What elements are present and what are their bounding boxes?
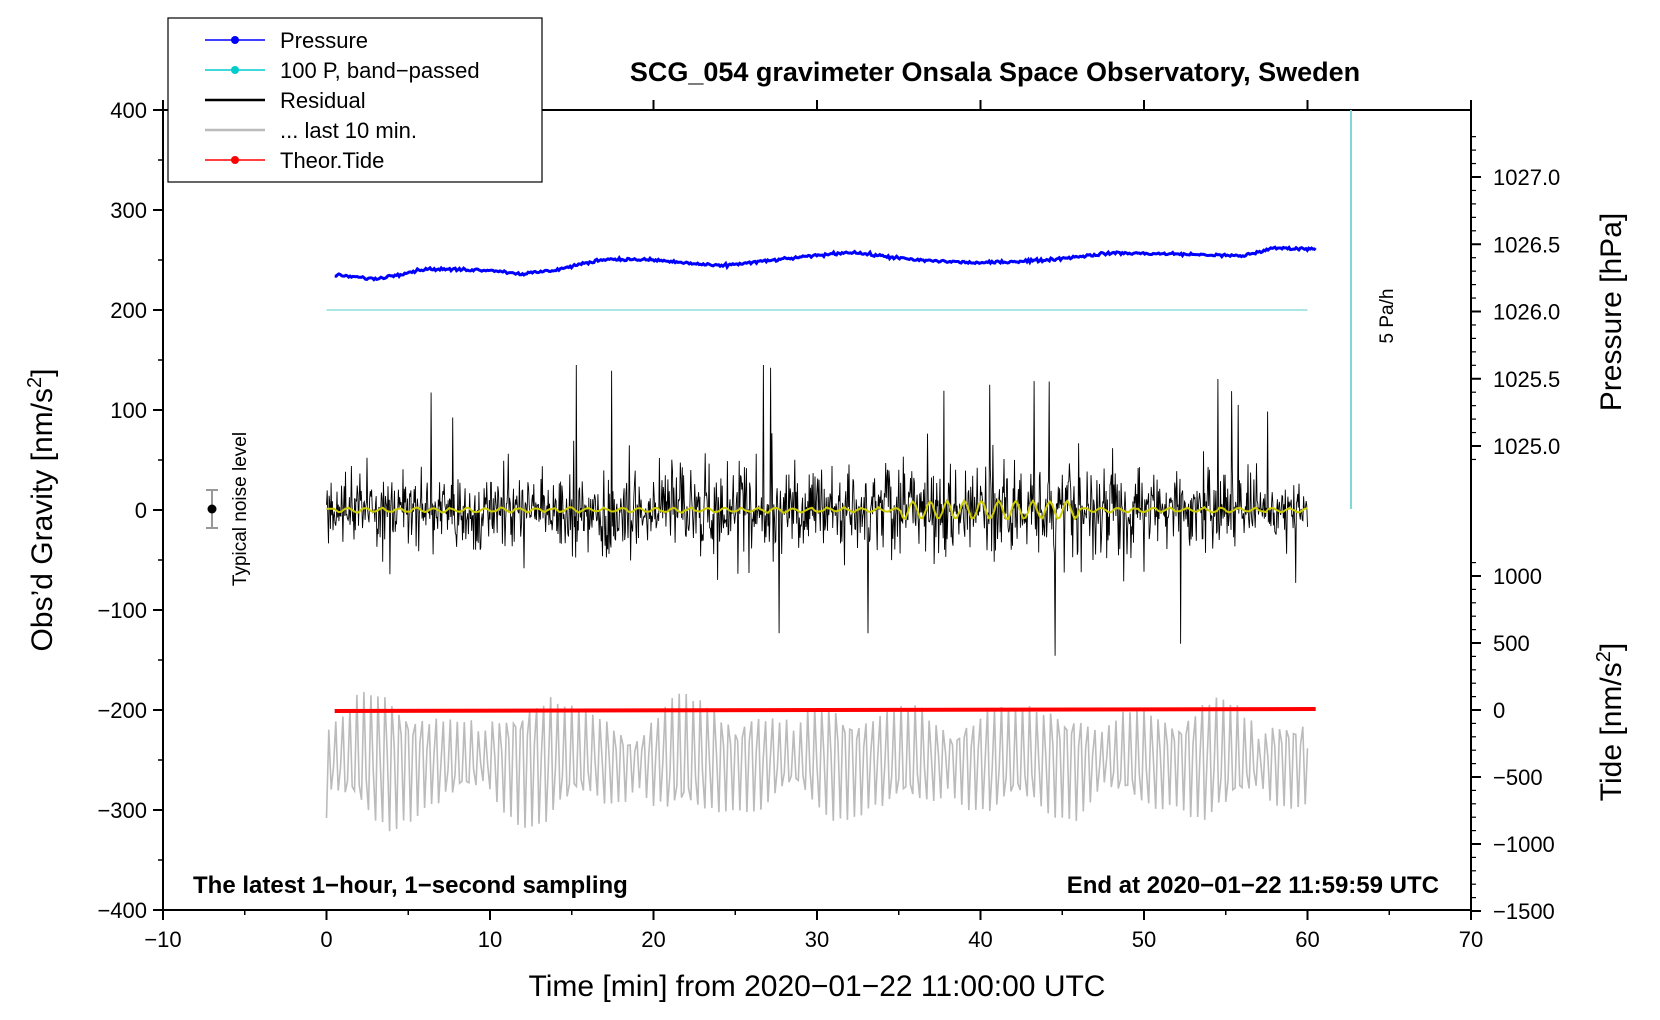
tide-tick-label: −1500 [1493, 899, 1555, 924]
residual-smoothed-line [326, 498, 1308, 521]
tide-axis-label: Tide [nm/s2] [1593, 643, 1628, 801]
noise-level-label: Typical noise level [230, 432, 251, 586]
last-10-min-line [325, 691, 1309, 832]
x-tick-label: 60 [1295, 927, 1319, 952]
theoretical-tide-series [334, 707, 1316, 713]
y-tick-label: 0 [135, 498, 147, 523]
pressure-axis-label: Pressure [hPa] [1595, 213, 1628, 411]
x-tick-label: 20 [641, 927, 665, 952]
tide-tick-label: −1000 [1493, 832, 1555, 857]
legend-theor-tide-label: Theor.Tide [280, 148, 384, 173]
chart-title: SCG_054 gravimeter Onsala Space Observat… [630, 57, 1360, 87]
legend-band-passed-label: 100 P, band−passed [280, 58, 480, 83]
y-tick-label: 400 [110, 98, 147, 123]
y-tick-label: −300 [97, 798, 147, 823]
residual-line [326, 364, 1308, 656]
x-tick-label: 70 [1459, 927, 1483, 952]
x-tick-label: 10 [478, 927, 502, 952]
x-tick-label: 50 [1132, 927, 1156, 952]
pressure-tick-label: 1025.5 [1493, 367, 1560, 392]
x-axis-ticks: −10 0 10 20 30 40 50 60 70 [144, 100, 1483, 952]
pressure-tick-label: 1027.0 [1493, 165, 1560, 190]
y-tick-label: −100 [97, 598, 147, 623]
tide-tick-label: 1000 [1493, 564, 1542, 589]
tide-axis-ticks: 1000 500 0 −500 −1000 −1500 [1471, 561, 1555, 924]
pressure-series [334, 245, 1317, 282]
legend-pressure: Pressure [205, 28, 368, 53]
x-tick-label: 40 [968, 927, 992, 952]
x-tick-label: −10 [144, 927, 181, 952]
left-axis-label: Obs’d Gravity [nm/s2] [24, 369, 59, 652]
x-axis-label: Time [min] from 2020−01−22 11:00:00 UTC [529, 970, 1106, 1003]
residual-series [326, 364, 1308, 656]
tide-tick-label: 500 [1493, 631, 1530, 656]
note-right: End at 2020−01−22 11:59:59 UTC [1067, 872, 1439, 899]
legend-theor-tide: Theor.Tide [205, 148, 384, 173]
pressure-tick-label: 1025.0 [1493, 434, 1560, 459]
y-tick-label: 300 [110, 198, 147, 223]
x-tick-label: 0 [320, 927, 332, 952]
pressure-tick-label: 1026.0 [1493, 300, 1560, 325]
y-tick-label: 100 [110, 398, 147, 423]
residual-smoothed-series [326, 498, 1308, 521]
y-tick-label: −400 [97, 898, 147, 923]
noise-level-indicator [206, 489, 218, 529]
pressure-axis-ticks: 1027.0 1026.5 1026.0 1025.5 1025.0 [1471, 136, 1560, 461]
scale-bar-label: 5 Pa/h [1377, 289, 1398, 344]
note-left: The latest 1−hour, 1−second sampling [193, 872, 628, 899]
legend-residual-label: Residual [280, 88, 366, 113]
legend-residual: Residual [205, 88, 366, 113]
left-axis-ticks: 400 300 200 100 0 −100 −200 −300 −400 [97, 98, 163, 923]
y-tick-label: −200 [97, 698, 147, 723]
last-10-min-series [325, 691, 1309, 832]
legend-pressure-label: Pressure [280, 28, 368, 53]
legend-last-10-min-label: ... last 10 min. [280, 118, 417, 143]
legend: Pressure 100 P, band−passed Residual ...… [167, 17, 543, 183]
theor-tide-line [334, 707, 1316, 713]
legend-band-passed: 100 P, band−passed [205, 58, 480, 83]
tide-tick-label: 0 [1493, 698, 1505, 723]
pressure-line [334, 245, 1317, 282]
x-tick-label: 30 [805, 927, 829, 952]
pressure-tick-label: 1026.5 [1493, 232, 1560, 257]
legend-last-10-min: ... last 10 min. [205, 118, 417, 143]
tide-tick-label: −500 [1493, 765, 1543, 790]
y-tick-label: 200 [110, 298, 147, 323]
